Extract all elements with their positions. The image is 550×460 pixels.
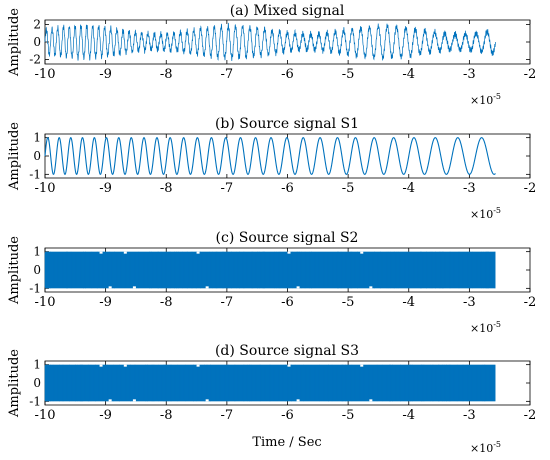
panel-title: (b) Source signal S1 <box>215 116 359 132</box>
x-tick-label: -8 <box>160 181 173 196</box>
x-tick-label: -6 <box>281 67 294 82</box>
x-tick-label: -5 <box>342 181 355 196</box>
y-tick-label: 0 <box>33 263 41 277</box>
signal-gap <box>360 251 364 254</box>
signal-gap <box>196 364 200 367</box>
y-axis-label: Amplitude <box>7 122 22 191</box>
x-tick-label: -7 <box>221 408 234 423</box>
y-tick-label: 0 <box>33 376 41 390</box>
x-tick-label: -7 <box>221 67 234 82</box>
signal-gap <box>108 399 112 402</box>
x-tick-label: -4 <box>402 295 415 310</box>
x-tick-label: -2 <box>524 408 537 423</box>
x-tick-label: -8 <box>160 295 173 310</box>
signal-line <box>44 22 496 61</box>
x-tick-label: -4 <box>402 67 415 82</box>
x-tick-label: -3 <box>463 408 476 423</box>
panel-title: (d) Source signal S3 <box>215 343 359 359</box>
y-axis-label: Amplitude <box>7 349 22 418</box>
x-tick-label: -2 <box>524 295 537 310</box>
x-exponent-label: ×10-5 <box>470 206 501 221</box>
axes-frame <box>44 19 531 65</box>
y-tick-label: 0 <box>33 149 41 163</box>
y-axis-label: Amplitude <box>7 236 22 305</box>
x-tick-label: -9 <box>99 181 112 196</box>
x-tick-label: -3 <box>463 67 476 82</box>
x-tick-label: -6 <box>281 181 294 196</box>
y-tick-label: -1 <box>29 167 41 181</box>
signal-gap <box>205 286 209 289</box>
signal-gap <box>205 399 209 402</box>
signal-gap <box>123 364 127 367</box>
y-tick-label: 1 <box>33 245 41 259</box>
y-tick-label: -1 <box>29 394 41 408</box>
signal-gap <box>369 286 373 289</box>
x-tick-label: -5 <box>342 295 355 310</box>
y-tick-label: 2 <box>33 17 41 31</box>
y-tick-label: 1 <box>33 131 41 145</box>
x-tick-label: -7 <box>221 295 234 310</box>
signal-gap <box>108 286 112 289</box>
signal-line <box>44 251 496 289</box>
panel-a: (a) Mixed signal Amplitude -10 -9 -8 -7 -6 -5… <box>7 3 536 107</box>
signal-line <box>44 137 496 175</box>
signal-gap <box>296 286 300 289</box>
x-tick-label: -9 <box>99 295 112 310</box>
x-tick-label: -10 <box>35 295 56 310</box>
signal-gap <box>369 399 373 402</box>
x-exponent-label: ×10-5 <box>470 320 501 335</box>
x-exponent-label: ×10-5 <box>470 92 501 107</box>
y-tick-label: 1 <box>33 358 41 372</box>
signal-gap <box>196 251 200 254</box>
x-tick-label: -5 <box>342 408 355 423</box>
panel-d: (d) Source signal S3 Amplitude -10 -9 -8 -7… <box>7 343 536 455</box>
y-tick-label: -2 <box>29 53 41 67</box>
signal-gap <box>132 286 136 289</box>
y-tick-label: -1 <box>29 281 41 295</box>
x-tick-label: -8 <box>160 67 173 82</box>
signal-gap <box>287 364 291 367</box>
signal-gap <box>99 251 103 254</box>
x-tick-label: -9 <box>99 67 112 82</box>
x-tick-label: -4 <box>402 181 415 196</box>
y-tick-label: 0 <box>33 35 41 49</box>
x-tick-label: -4 <box>402 408 415 423</box>
x-tick-label: -10 <box>35 67 56 82</box>
x-tick-label: -7 <box>221 181 234 196</box>
signal-gap <box>287 251 291 254</box>
x-tick-label: -9 <box>99 408 112 423</box>
panel-b: (b) Source signal S1 Amplitude -10 -9 -8 -7… <box>7 116 536 221</box>
signal-line <box>44 364 496 402</box>
x-tick-label: -2 <box>524 181 537 196</box>
panel-title: (a) Mixed signal <box>230 3 345 19</box>
x-exponent-label: ×10-5 <box>470 440 501 455</box>
x-tick-label: -10 <box>35 408 56 423</box>
x-tick-label: -3 <box>463 295 476 310</box>
y-axis-label: Amplitude <box>7 8 22 77</box>
x-tick-label: -8 <box>160 408 173 423</box>
x-tick-label: -2 <box>524 67 537 82</box>
panel-c: (c) Source signal S2 Amplitude -10 -9 -8 -7… <box>7 230 536 335</box>
signal-gap <box>123 251 127 254</box>
x-tick-label: -5 <box>342 67 355 82</box>
x-axis-label: Time / Sec <box>252 435 321 450</box>
panel-title: (c) Source signal S2 <box>216 230 359 246</box>
signal-gap <box>360 364 364 367</box>
x-tick-label: -3 <box>463 181 476 196</box>
x-tick-label: -6 <box>281 408 294 423</box>
signal-gap <box>296 399 300 402</box>
x-tick-label: -6 <box>281 295 294 310</box>
signal-gap <box>132 399 136 402</box>
signal-gap <box>99 364 103 367</box>
x-tick-label: -10 <box>35 181 56 196</box>
